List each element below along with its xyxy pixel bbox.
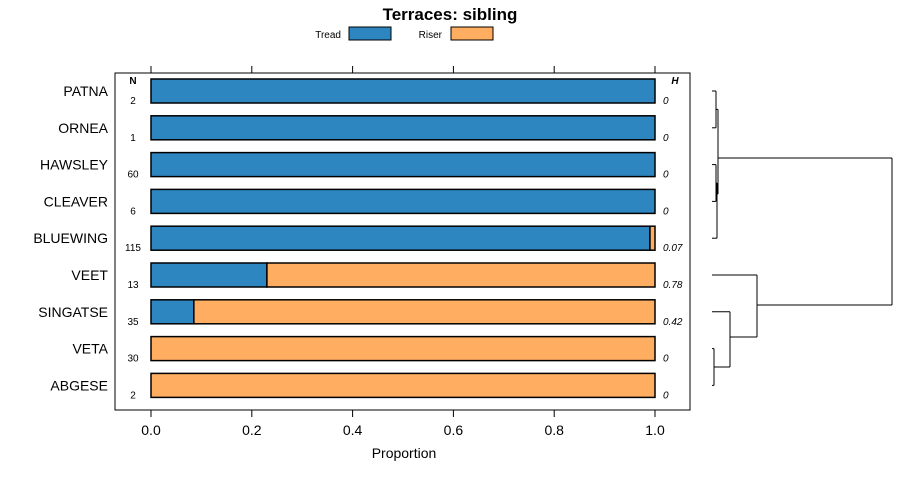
h-value: 0 — [663, 390, 669, 401]
dendrogram — [712, 90, 893, 386]
bar-tread-hawsley — [150, 151, 656, 178]
n-header: N — [129, 76, 136, 87]
category-label: PATNA — [63, 83, 108, 99]
n-value: 60 — [127, 170, 139, 181]
bar-riser-veta — [150, 335, 656, 362]
category-labels: PATNA ORNEA HAWSLEY CLEAVER BLUEWING VEET SING… — [33, 83, 108, 393]
category-label: BLUEWING — [33, 230, 108, 246]
h-value: 0 — [663, 206, 669, 217]
h-header: H — [671, 76, 679, 87]
x-axis: 0.0 0.2 0.4 0.6 0.8 1.0 — [141, 410, 665, 438]
legend-swatch-riser — [450, 26, 494, 41]
n-value: 13 — [127, 280, 139, 291]
h-value: 0 — [663, 96, 669, 107]
bar-tread-singatse — [150, 299, 195, 325]
h-column: 0 0 0 0 0.07 0.78 0.42 0 0 — [663, 96, 683, 401]
bar-tread-ornea — [150, 115, 656, 141]
n-value: 30 — [127, 354, 139, 365]
legend: Tread Riser — [315, 26, 494, 41]
h-value: 0.42 — [663, 317, 683, 328]
h-value: 0 — [663, 133, 669, 144]
bar-riser-singatse — [193, 299, 656, 325]
top-axis — [150, 66, 656, 73]
legend-label-riser: Riser — [419, 30, 443, 41]
legend-label-tread: Tread — [315, 30, 341, 41]
n-value: 2 — [130, 96, 136, 107]
h-value: 0 — [663, 354, 669, 365]
x-tick-label: 0.6 — [444, 422, 464, 438]
n-value: 1 — [130, 133, 136, 144]
category-label: ABGESE — [50, 377, 108, 393]
bar-tread-veet — [150, 262, 268, 288]
x-tick-label: 1.0 — [645, 422, 665, 438]
category-label: VETA — [72, 341, 108, 357]
bars — [150, 78, 656, 399]
n-value: 6 — [130, 206, 136, 217]
category-label: VEET — [71, 267, 108, 283]
h-value: 0.07 — [663, 243, 683, 254]
category-label: ORNEA — [58, 120, 108, 136]
legend-swatch-tread — [348, 26, 392, 41]
bar-riser-bluewing — [649, 225, 656, 251]
x-tick-label: 0.2 — [242, 422, 262, 438]
x-axis-title: Proportion — [372, 445, 437, 461]
x-tick-label: 0.4 — [343, 422, 363, 438]
n-value: 2 — [130, 390, 136, 401]
x-tick-label: 0.0 — [141, 422, 161, 438]
category-label: CLEAVER — [44, 193, 108, 209]
h-value: 0.78 — [663, 280, 683, 291]
bar-tread-bluewing — [150, 225, 651, 251]
bar-riser-abgese — [150, 372, 656, 399]
plot-frame — [114, 72, 691, 411]
x-tick-label: 0.8 — [544, 422, 564, 438]
category-label: HAWSLEY — [40, 157, 109, 173]
category-label: SINGATSE — [38, 304, 108, 320]
bar-riser-veet — [266, 262, 656, 288]
bar-tread-cleaver — [150, 188, 656, 215]
bar-tread-patna — [150, 78, 656, 104]
n-value: 35 — [127, 317, 139, 328]
h-value: 0 — [663, 170, 669, 181]
n-value: 115 — [125, 243, 141, 254]
n-column: 2 1 60 6 115 13 35 30 2 — [125, 96, 141, 401]
chart-title: Terraces: sibling — [383, 5, 518, 24]
